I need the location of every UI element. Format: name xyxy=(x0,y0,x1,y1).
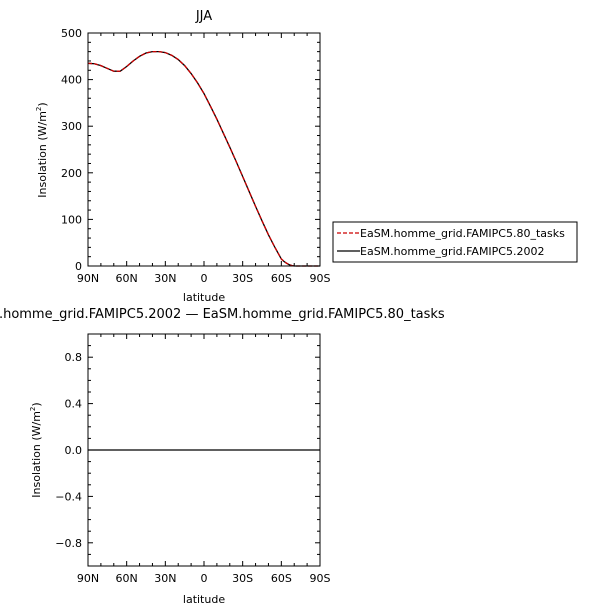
x-tick-label: 90S xyxy=(310,272,331,285)
x-tick-label: 0 xyxy=(201,272,208,285)
x-axis-label: latitude xyxy=(183,291,225,304)
y-axis-ticks: 0 100 200 300 400 500 xyxy=(61,27,320,273)
x-tick-label: 30N xyxy=(154,272,176,285)
y-tick-label: 200 xyxy=(61,167,82,180)
x-tick-label: 60S xyxy=(271,272,292,285)
y-tick-label: 0.0 xyxy=(65,444,83,457)
panel-title: EaSM.homme_grid.FAMIPC5.2002 — EaSM.homm… xyxy=(0,307,445,322)
difference-panel: EaSM.homme_grid.FAMIPC5.2002 — EaSM.homm… xyxy=(0,307,445,606)
x-axis-ticks: 90N 60N 30N 0 30S 60S 90S xyxy=(77,334,331,585)
x-axis-label: latitude xyxy=(183,593,225,606)
y-tick-label: 0.8 xyxy=(65,351,83,364)
plot-lines xyxy=(87,50,320,267)
x-tick-label: 0 xyxy=(201,572,208,585)
x-tick-label: 30N xyxy=(154,572,176,585)
legend-box xyxy=(332,221,578,263)
y-tick-label: 100 xyxy=(61,213,82,226)
x-tick-label: 60S xyxy=(271,572,292,585)
x-tick-label: 60N xyxy=(116,272,138,285)
x-tick-label: 90N xyxy=(77,572,99,585)
series-line-1 xyxy=(87,50,320,267)
x-tick-label: 60N xyxy=(116,572,138,585)
legend-label-80-tasks: EaSM.homme_grid.FAMIPC5.80_tasks xyxy=(360,227,565,240)
y-tick-label: 0 xyxy=(75,260,82,273)
x-tick-label: 90S xyxy=(310,572,331,585)
insolation-panel: JJA 0 100 200 300 400 500 90N 60N 30N 0 30S 60S 90S… xyxy=(35,9,331,304)
y-axis-label: Insolation (W/m2) xyxy=(35,102,49,197)
legend-label-2002: EaSM.homme_grid.FAMIPC5.2002 xyxy=(360,245,544,258)
y-tick-label: −0.4 xyxy=(55,490,82,503)
x-tick-label: 90N xyxy=(77,272,99,285)
y-tick-label: 500 xyxy=(61,27,82,40)
y-axis-label: Insolation (W/m2) xyxy=(29,402,43,497)
x-axis-ticks: 90N 60N 30N 0 30S 60S 90S xyxy=(77,33,331,285)
panel-title: JJA xyxy=(195,9,212,24)
y-tick-label: 300 xyxy=(61,120,82,133)
legend: EaSM.homme_grid.FAMIPC5.80_tasks EaSM.ho… xyxy=(332,221,578,263)
y-tick-label: −0.8 xyxy=(55,537,82,550)
x-tick-label: 30S xyxy=(232,272,253,285)
y-tick-label: 0.4 xyxy=(65,398,83,411)
x-tick-label: 30S xyxy=(232,572,253,585)
y-axis-ticks: −0.8 −0.4 0.0 0.4 0.8 xyxy=(55,333,320,567)
series-line-2 xyxy=(87,50,320,267)
plot-frame xyxy=(87,32,321,267)
y-tick-label: 400 xyxy=(61,74,82,87)
